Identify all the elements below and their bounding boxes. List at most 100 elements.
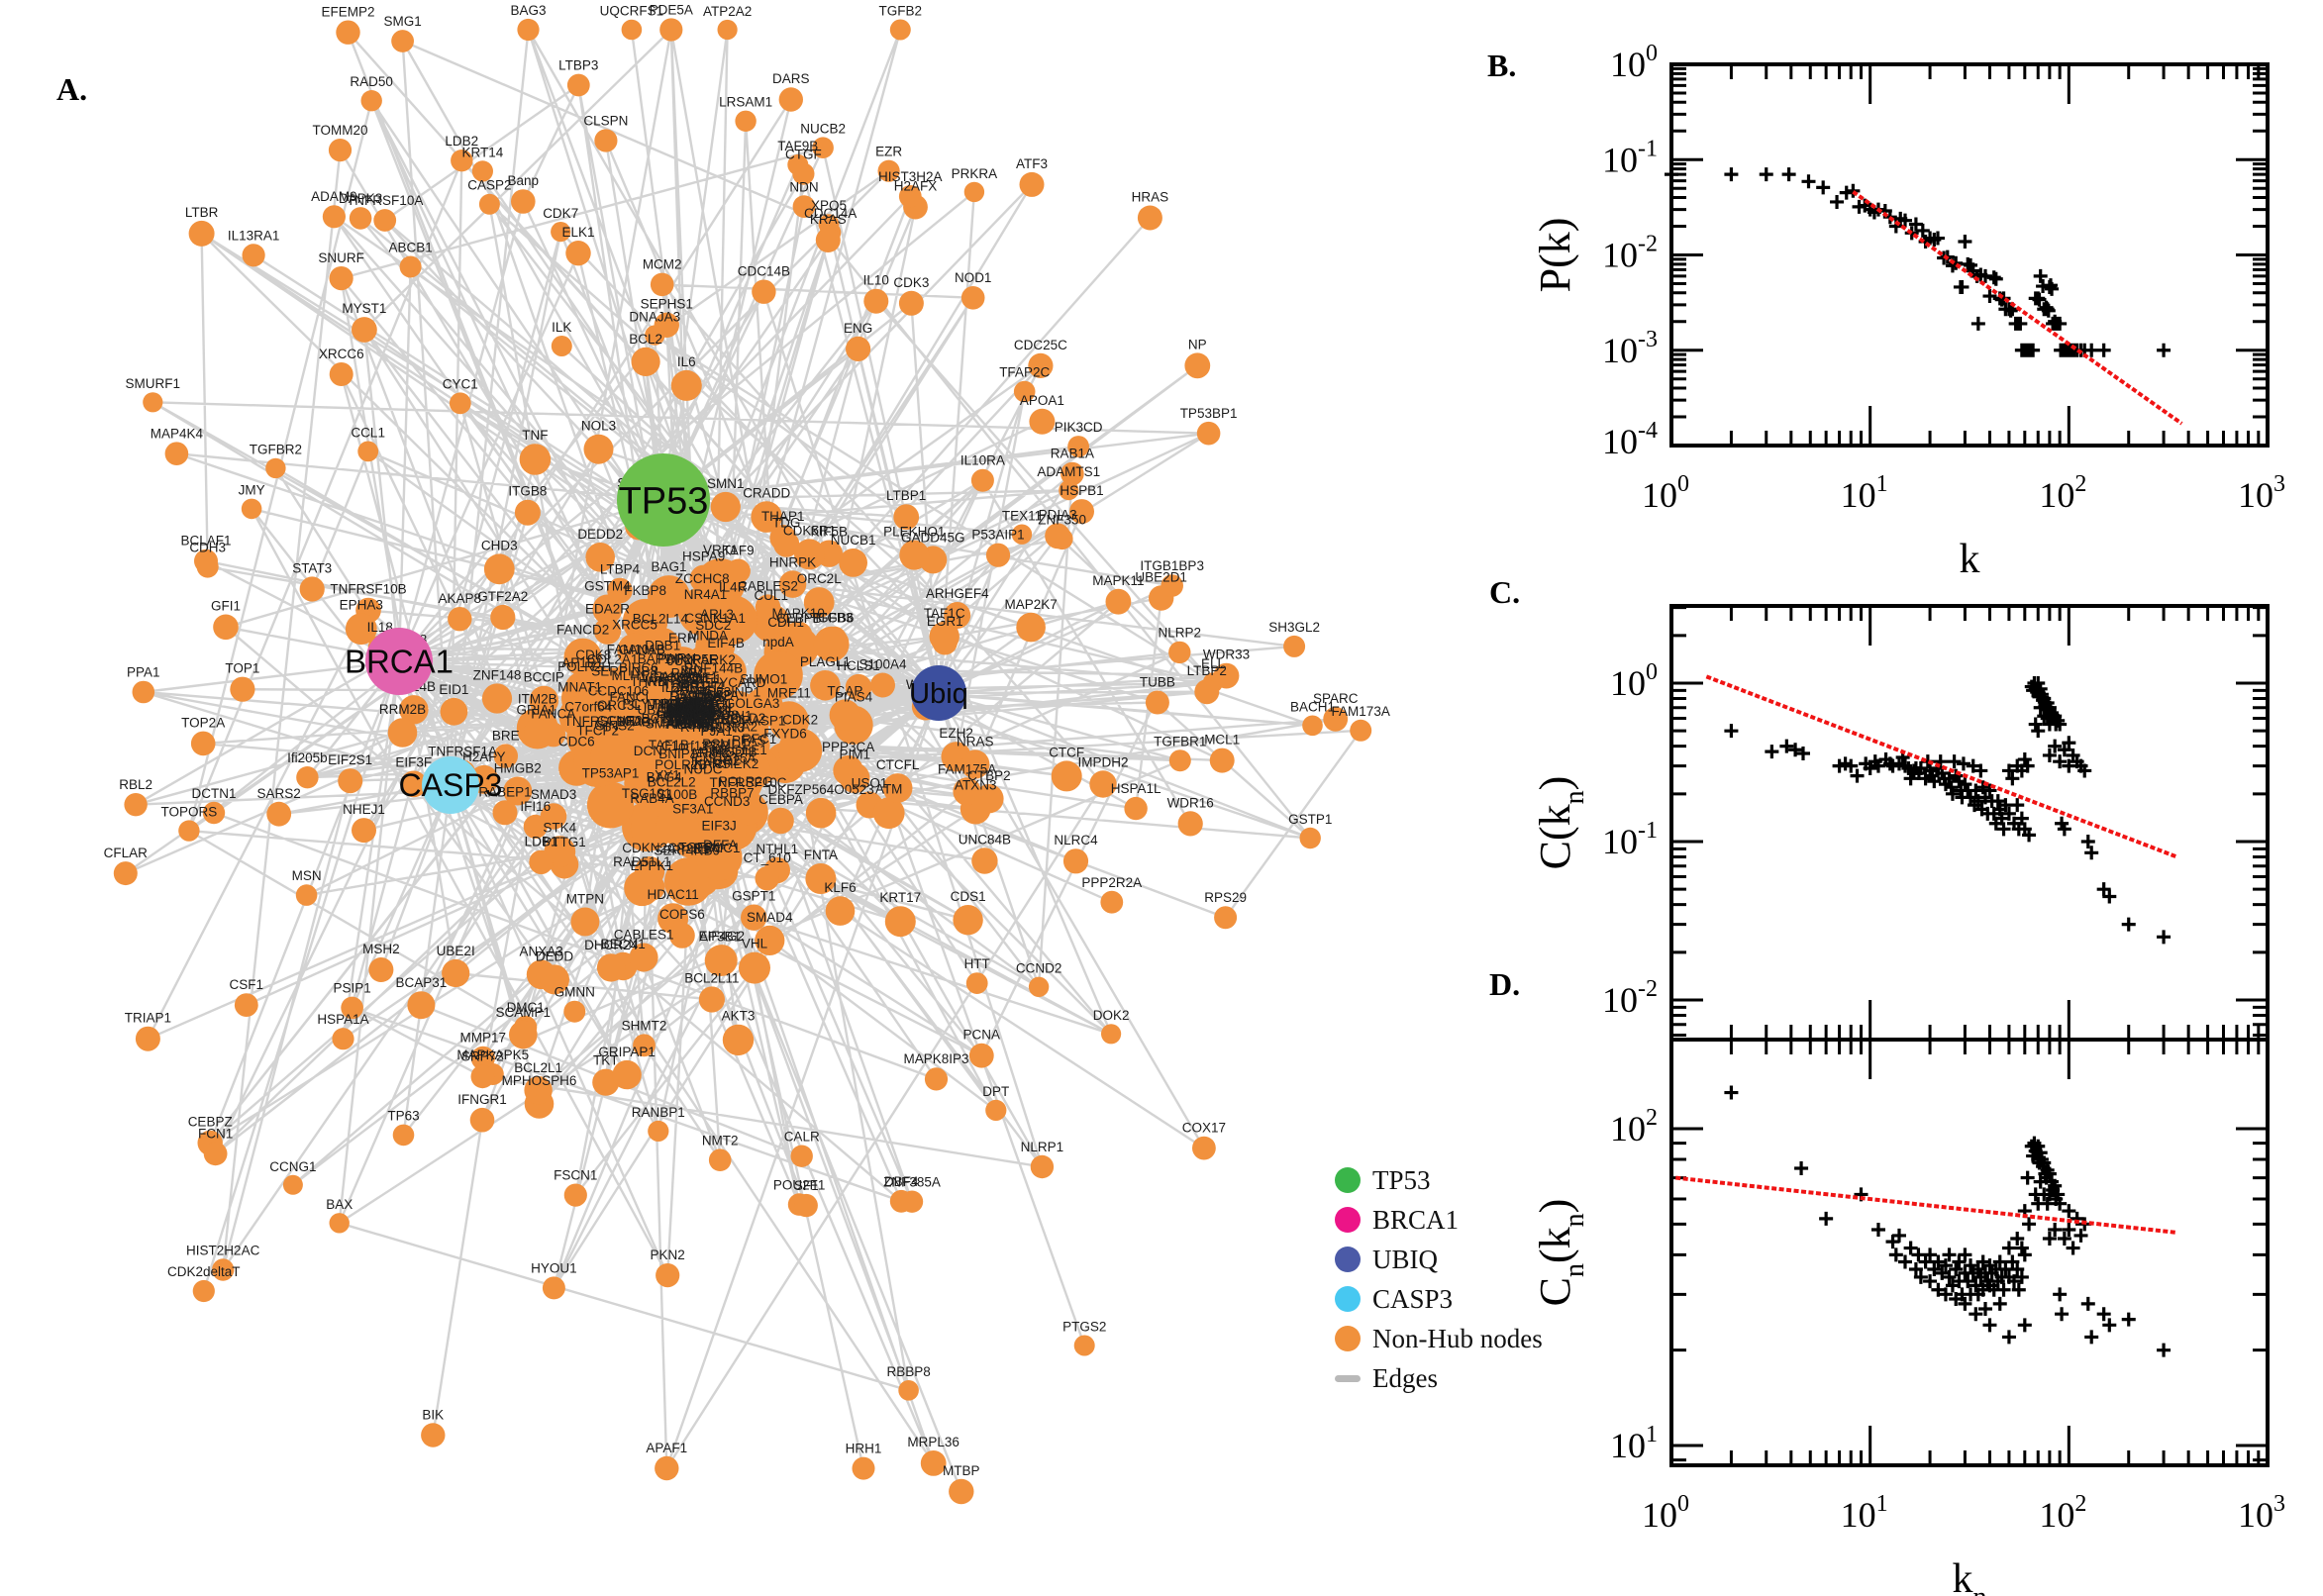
network-node — [705, 945, 738, 976]
network-node — [944, 602, 971, 629]
network-node — [493, 744, 518, 768]
node-label: BAP1 — [638, 651, 672, 666]
node-label: POLR2H — [557, 659, 611, 674]
network-node — [1028, 352, 1054, 378]
node-label: CFLAR — [104, 846, 149, 860]
node-label: GORASP1 — [721, 713, 785, 728]
node-label: LTBP1 — [886, 488, 926, 503]
network-node — [542, 1276, 565, 1300]
network-node — [1013, 380, 1036, 403]
node-label: DCN — [634, 744, 662, 758]
node-label: SDC2 — [695, 618, 731, 633]
network-node — [188, 220, 215, 247]
node-label: ERH — [668, 631, 697, 646]
panel-b-plot: 100 101 102 103 100 10-1 10-2 10-3 10-4 k P(k) — [1531, 41, 2285, 582]
legend-label: Edges — [1372, 1362, 1438, 1393]
plot-frame — [1669, 604, 2270, 1042]
node-label: RAD23A — [669, 689, 722, 704]
node-label: HMGB2 — [494, 761, 542, 776]
network-node — [203, 1142, 228, 1166]
node-label: BCL2L1 — [514, 1060, 562, 1075]
node-label: ZNF350 — [1038, 512, 1086, 527]
node-label: PCYT1A — [622, 697, 674, 712]
network-node — [898, 290, 924, 316]
node-label: STK4 — [543, 820, 576, 835]
node-label: NUDC — [684, 762, 723, 777]
network-node — [511, 189, 536, 214]
y-axis-title: C(kn) — [1531, 776, 1590, 870]
hub-label-tp53: TP53 — [619, 480, 709, 522]
network-node — [524, 1076, 553, 1105]
network-node — [717, 690, 758, 732]
legend-item-edges: Edges — [1335, 1362, 1543, 1393]
node-label: LTBP3 — [558, 58, 598, 73]
network-node — [657, 903, 689, 935]
node-label: SMN1 — [707, 476, 745, 491]
node-label: XRCC6 — [319, 347, 364, 361]
node-label: HCLS1 — [837, 658, 880, 673]
node-label: TP53AP1 — [582, 766, 640, 781]
node-label: KIF5B — [811, 525, 849, 540]
node-label: FANCG — [654, 669, 700, 684]
node-label: BRE — [492, 728, 520, 743]
network-node — [242, 244, 265, 267]
network-node — [710, 735, 753, 777]
network-node — [648, 1120, 669, 1142]
node-label: NP — [1188, 337, 1207, 351]
network-node — [656, 1263, 680, 1288]
node-label: HYOU1 — [531, 1260, 577, 1275]
node-label: NEDD8 — [693, 708, 739, 723]
hub-node-ubiq — [911, 665, 966, 721]
node-label: EZH2 — [939, 726, 973, 741]
node-label: MLH1 — [611, 668, 647, 683]
node-label: S100B — [657, 787, 698, 802]
node-label: IL10RA — [960, 453, 1005, 468]
y-tick-label: 10-1 — [1602, 818, 1658, 861]
network-node — [338, 768, 363, 794]
network-node — [1213, 662, 1240, 689]
node-label: CCNB1 — [701, 712, 747, 727]
node-label: EIF3F — [395, 755, 432, 770]
node-label: TNFRSF1A — [428, 744, 497, 758]
node-label: BGN — [677, 702, 706, 717]
network-node — [953, 905, 983, 936]
node-label: BLK — [662, 711, 688, 726]
node-label: AP3B1 — [699, 930, 741, 945]
network-node — [143, 392, 163, 413]
node-label: DOK2 — [1093, 1008, 1130, 1023]
node-label: MAPK11 — [1092, 573, 1144, 588]
node-label: BAX — [326, 1197, 353, 1212]
node-label: GADD45G — [901, 530, 965, 545]
node-label: ELL — [1201, 656, 1226, 671]
panel-c-label: C. — [1489, 574, 1521, 610]
node-label: MNDA — [688, 628, 728, 643]
node-label: SCAMP1 — [496, 1005, 552, 1020]
node-label: BCL2L2 — [648, 775, 696, 790]
node-label: DCTN1 — [191, 786, 236, 801]
legend-item-brca1: BRCA1 — [1335, 1205, 1543, 1235]
node-label: npdA — [762, 635, 794, 649]
node-label: TOMM20 — [312, 123, 367, 138]
network-node — [633, 1034, 656, 1057]
node-label: SMAD4 — [747, 910, 793, 925]
node-label: NTHL1 — [756, 842, 798, 856]
node-label: EIF2S1 — [328, 752, 372, 767]
node-label: CDK2deltaT — [167, 1264, 241, 1279]
network-node — [551, 336, 572, 356]
legend-label: Non-Hub nodes — [1372, 1323, 1543, 1353]
network-node — [1192, 1136, 1216, 1160]
network-node — [558, 695, 601, 738]
node-label: RTN4 — [680, 720, 716, 735]
node-label: NOD1 — [955, 270, 992, 285]
node-label: SEPHS1 — [641, 297, 693, 312]
node-label: BNIP3L — [689, 703, 736, 718]
network-node — [190, 731, 216, 756]
node-label: ITM2B — [518, 692, 557, 707]
node-label: MT1A — [683, 705, 719, 720]
network-node — [471, 160, 493, 182]
axis-ticks — [1671, 1040, 2268, 1465]
node-label: DEDD2 — [577, 527, 623, 542]
network-node — [387, 718, 418, 748]
node-label: NMT2 — [702, 1133, 739, 1147]
network-node — [1184, 352, 1211, 379]
